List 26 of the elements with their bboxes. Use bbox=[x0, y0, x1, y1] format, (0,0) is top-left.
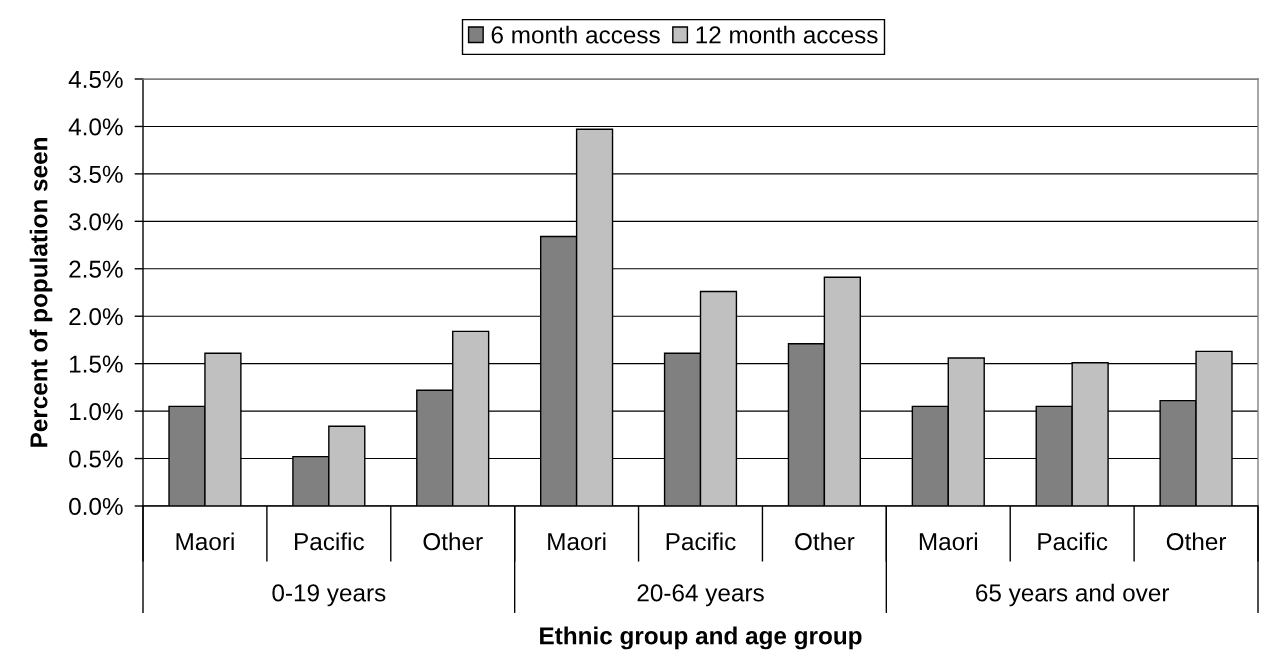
x-tick-label: Pacific bbox=[295, 532, 364, 551]
y-tick-label: 2.0% bbox=[69, 308, 123, 326]
y-tick-label: 0.5% bbox=[69, 450, 123, 468]
x-tick-label: Pacific bbox=[1038, 532, 1108, 551]
x-tick-label: Maori bbox=[548, 532, 606, 551]
y-tick-label: 3.5% bbox=[69, 165, 123, 183]
y-tick-label: 4.5% bbox=[68, 70, 123, 89]
legend-label: 12 month access bbox=[696, 25, 878, 44]
x-tick-label: Other bbox=[1166, 532, 1227, 551]
y-tick-label: 1.5% bbox=[70, 355, 123, 373]
y-tick-label: 2.5% bbox=[69, 260, 123, 278]
y-tick-label: 4.0% bbox=[68, 118, 123, 136]
y-tick-label: 1.0% bbox=[70, 402, 123, 421]
y-axis-title: Percent of population seen bbox=[29, 138, 53, 447]
x-tick-label: Other bbox=[795, 532, 855, 551]
x-axis-title: Ethnic group and age group bbox=[540, 626, 862, 650]
y-tick-label: 3.0% bbox=[69, 213, 123, 231]
y-tick-label: 0.0% bbox=[69, 497, 123, 516]
legend-label: 6 month access bbox=[491, 25, 660, 44]
x-tick-label: Maori bbox=[919, 532, 978, 551]
x-tick-label: Maori bbox=[176, 532, 234, 551]
x-tick-label: Other bbox=[423, 532, 483, 551]
text: 20-64 years bbox=[637, 584, 764, 607]
text: 65 years and over bbox=[976, 583, 1170, 607]
x-tick-label: Pacific bbox=[666, 532, 736, 551]
text: 0-19 years bbox=[272, 584, 386, 607]
